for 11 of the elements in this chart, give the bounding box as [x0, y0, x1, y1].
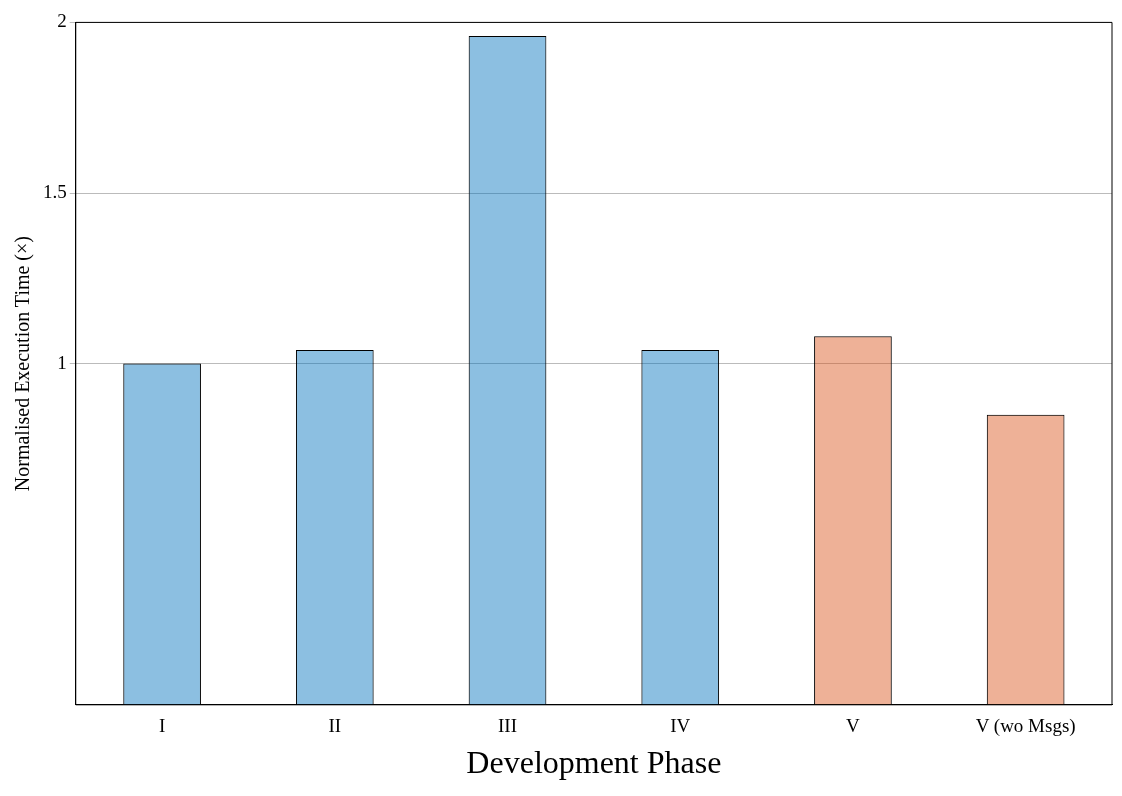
x-tick-label: V (wo Msgs): [975, 715, 1076, 738]
x-tick-label: V: [846, 715, 861, 737]
y-tick-label: 2: [57, 10, 67, 32]
y-tick-label: 1.5: [43, 180, 67, 202]
x-tick-label: III: [498, 715, 518, 737]
y-tick-label: 1: [57, 351, 67, 373]
x-tick-label: I: [158, 715, 166, 737]
y-axis-title: Normalised Execution Time (×): [11, 236, 35, 492]
x-axis-title: Development Phase: [466, 744, 722, 781]
x-tick-label: II: [328, 715, 342, 737]
x-tick-label: IV: [670, 715, 691, 737]
